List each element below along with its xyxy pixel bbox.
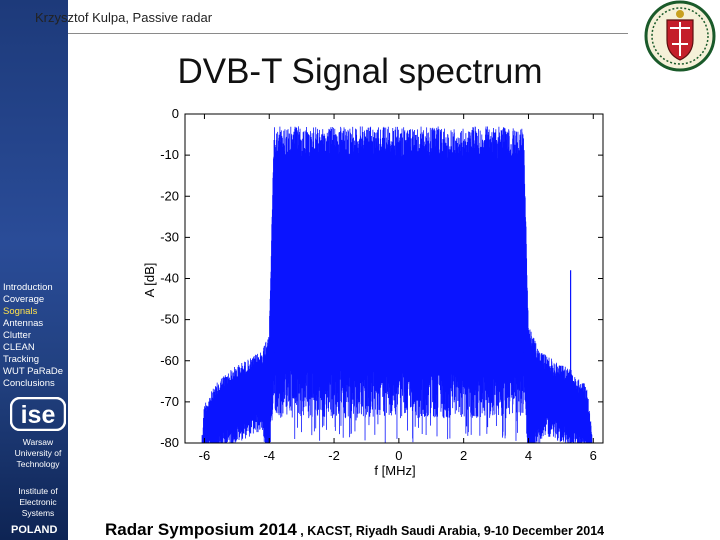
y-tick-label: -70 [160,394,179,409]
institute-line: Systems [21,508,55,518]
y-tick-label: -60 [160,353,179,368]
nav-item-clutter[interactable]: Clutter [3,330,31,341]
nav-item-coverage[interactable]: Coverage [3,294,45,305]
x-tick-label: -2 [328,448,340,463]
institute-line: Electronic [19,497,57,507]
ise-logo-text: ise [21,401,56,429]
footer: Radar Symposium 2014 , KACST, Riyadh Sau… [105,520,604,540]
x-axis-label: f [MHz] [374,463,415,478]
x-tick-label: -4 [263,448,275,463]
plot-area [184,113,604,444]
nav-item-conclusions[interactable]: Conclusions [3,378,55,389]
university-name: Warsaw University of Technology [0,437,76,470]
nav-item-clean[interactable]: CLEAN [3,342,35,353]
institute-name: Institute of Electronic Systems [0,486,76,519]
nav-item-antennas[interactable]: Antennas [3,318,44,329]
university-line: Technology [16,459,60,469]
y-axis: 0 -10 -20 -30 -40 -50 -60 -70 -80 [160,106,603,450]
ise-logo: ise [10,397,66,431]
x-tick-label: 4 [525,448,532,463]
country-label: POLAND [11,524,58,536]
footer-event: Radar Symposium 2014 [105,520,297,539]
x-axis: -6 -4 -2 0 2 4 6 [199,114,597,463]
x-tick-label: 6 [590,448,597,463]
sidebar [0,0,68,540]
author-line: Krzysztof Kulpa, Passive radar [35,10,213,25]
nav-item-wut-parade[interactable]: WUT PaRaDe [3,366,64,377]
nav-item-introduction[interactable]: Introduction [3,282,53,293]
x-tick-label: -6 [199,448,211,463]
y-tick-label: 0 [172,106,179,121]
y-tick-label: -80 [160,435,179,450]
university-line: Warsaw [22,437,54,447]
y-tick-label: -20 [160,188,179,203]
x-tick-label: 0 [395,448,402,463]
slide-title: DVB-T Signal spectrum [177,52,543,91]
x-tick-label: 2 [460,448,467,463]
nav-item-signals[interactable]: Sognals [3,306,38,317]
nav-item-tracking[interactable]: Tracking [3,354,40,365]
y-axis-label: A [dB] [142,263,157,298]
university-line: University of [14,448,62,458]
spectrum-chart: 0-10-20-30-40-50-60-70-80 -6 -4 -2 0 2 4 6 A [… [142,106,604,478]
y-tick-label: -10 [160,147,179,162]
y-tick-label: -30 [160,229,179,244]
institute-line: Institute of [18,486,58,496]
spectrum-band-fill [274,163,524,353]
footer-details: , KACST, Riyadh Saudi Arabia, 9-10 Decem… [296,524,605,538]
y-tick-label: -40 [160,271,179,286]
university-crest-icon [644,0,716,72]
y-tick-label: -50 [160,312,179,327]
sidebar-nav: Introduction Coverage Sognals Antennas C… [3,282,63,390]
header-divider [68,33,628,34]
